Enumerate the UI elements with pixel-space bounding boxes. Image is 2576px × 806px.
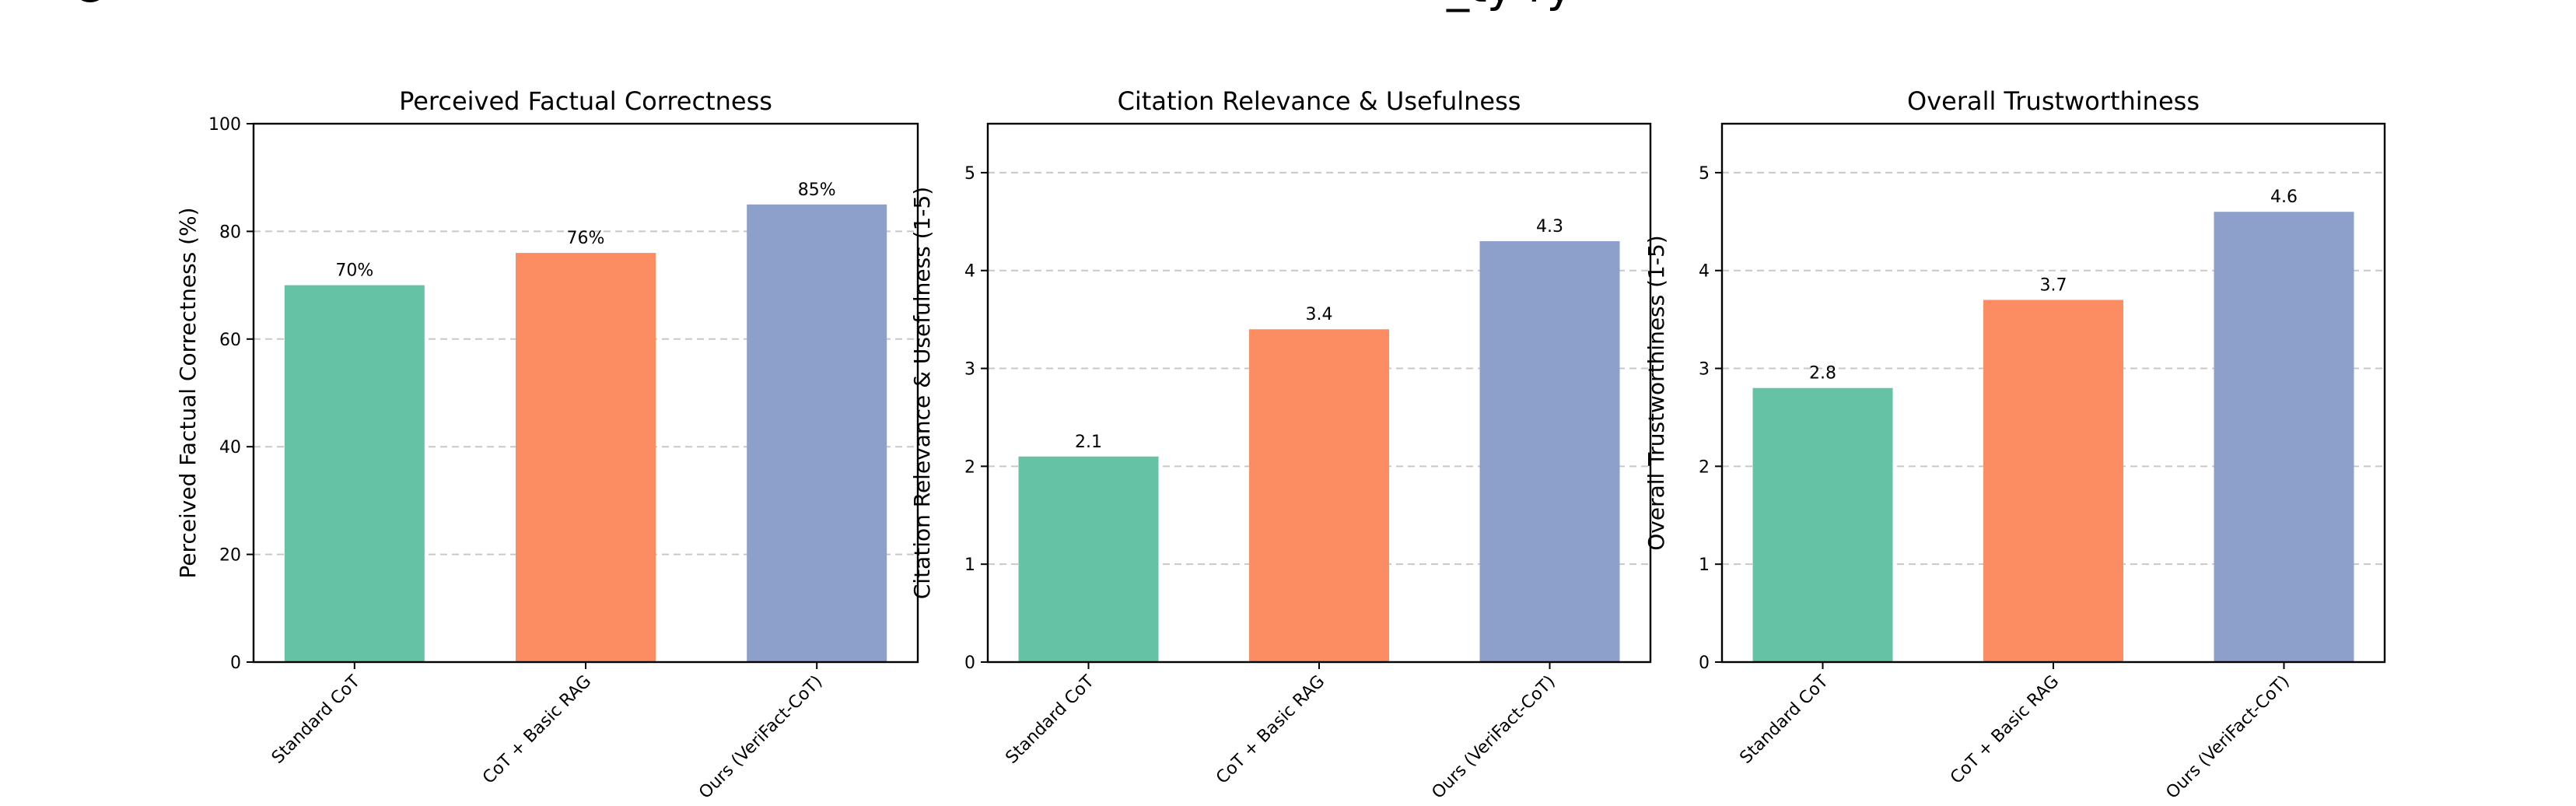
chart-title: Citation Relevance & Usefulness	[1118, 86, 1521, 116]
y-tick-label: 100	[208, 115, 241, 135]
value-label-standard-cot: 2.8	[1809, 364, 1836, 384]
bar-standard-cot	[1018, 456, 1159, 662]
y-tick-label: 0	[230, 654, 241, 673]
x-tick-label-cot-basic-rag: CoT + Basic RAG	[479, 672, 595, 788]
y-tick-label: 0	[964, 654, 975, 673]
value-label-ours-verifact-cot: 4.3	[1536, 217, 1563, 237]
bar-ours-verifact-cot	[1479, 240, 1620, 662]
y-tick-label: 4	[1699, 262, 1710, 282]
panel-citation-relevance: 2.1 3.4 4.3 0 1 2 3 4 5 Standard CoT CoT + Basic R…	[909, 86, 1652, 803]
x-tick-label-ours-verifact-cot: Ours (VeriFact-CoT)	[1428, 672, 1559, 803]
y-tick-label: 3	[964, 360, 975, 380]
y-tick-label: 20	[219, 546, 241, 566]
bar-cot-basic-rag	[516, 253, 656, 663]
value-label-ours-verifact-cot: 85%	[798, 180, 836, 200]
value-label-standard-cot: 70%	[335, 261, 373, 281]
y-tick-label: 5	[964, 164, 975, 184]
panel-overall-trustworthiness: 2.8 3.7 4.6 0 1 2 3 4 5 Standard CoT CoT + Basic R…	[1643, 86, 2386, 803]
x-tick-label-cot-basic-rag: CoT + Basic RAG	[1947, 672, 2063, 788]
value-label-cot-basic-rag: 3.7	[2040, 275, 2067, 295]
x-tick-label-ours-verifact-cot: Ours (VeriFact-CoT)	[2162, 672, 2293, 803]
panel-perceived-factual-correctness: 70% 76% 85% 0 20 40 60 80 100 Standard CoT CoT + B…	[175, 86, 919, 803]
y-tick-label: 5	[1699, 164, 1710, 184]
x-tick-label-standard-cot: Standard CoT	[1736, 671, 1832, 768]
x-tick-label-cot-basic-rag: CoT + Basic RAG	[1213, 672, 1328, 788]
bar-standard-cot	[1752, 387, 1893, 662]
y-tick-label: 0	[1699, 654, 1710, 673]
y-tick-label: 80	[219, 223, 241, 242]
bar-cot-basic-rag	[1249, 329, 1389, 662]
value-label-ours-verifact-cot: 4.6	[2270, 187, 2298, 207]
y-tick-label: 2	[964, 457, 975, 477]
value-label-standard-cot: 2.1	[1075, 433, 1102, 452]
y-tick-label: 1	[964, 555, 975, 575]
x-tick-label-standard-cot: Standard CoT	[1002, 671, 1098, 768]
x-tick-label-standard-cot: Standard CoT	[268, 671, 365, 768]
value-label-cot-basic-rag: 3.4	[1306, 305, 1333, 324]
y-tick-label: 2	[1699, 457, 1710, 477]
y-axis-label: Citation Relevance & Usefulness (1-5)	[909, 187, 935, 599]
chart-title: Perceived Factual Correctness	[399, 86, 772, 116]
y-axis-label: Overall Trustworthiness (1-5)	[1643, 235, 1669, 550]
clipped-suptitle-right: _ty ry	[1446, 0, 1573, 12]
clipped-suptitle-left: C	[72, 0, 103, 12]
y-tick-label: 3	[1699, 360, 1710, 380]
y-tick-label: 1	[1699, 555, 1710, 575]
bar-standard-cot	[284, 285, 425, 662]
value-label-cot-basic-rag: 76%	[567, 229, 605, 248]
y-tick-label: 40	[219, 438, 241, 457]
y-axis-label: Perceived Factual Correctness (%)	[175, 207, 201, 578]
bar-ours-verifact-cot	[2214, 212, 2354, 663]
x-tick-label-ours-verifact-cot: Ours (VeriFact-CoT)	[695, 672, 826, 803]
bar-ours-verifact-cot	[747, 204, 887, 662]
bar-cot-basic-rag	[1983, 300, 2123, 662]
y-tick-label: 4	[964, 262, 975, 282]
chart-title: Overall Trustworthiness	[1907, 86, 2200, 116]
y-tick-label: 60	[219, 331, 241, 350]
